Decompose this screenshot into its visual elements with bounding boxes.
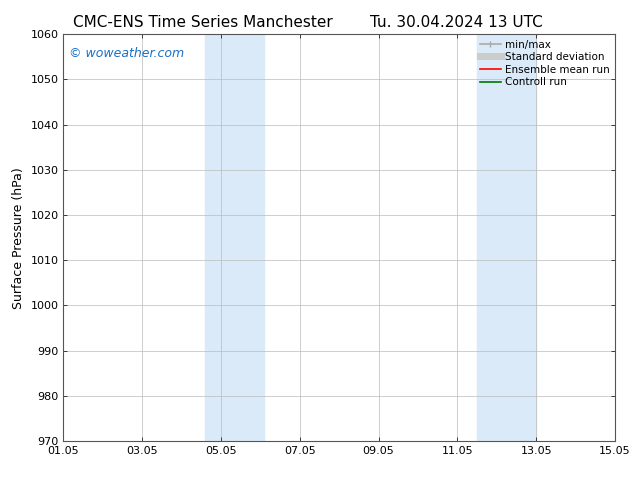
Text: © woweather.com: © woweather.com	[69, 47, 184, 59]
Bar	[477, 34, 536, 441]
Bar	[205, 34, 264, 441]
Y-axis label: Surface Pressure (hPa): Surface Pressure (hPa)	[12, 167, 25, 309]
Text: Tu. 30.04.2024 13 UTC: Tu. 30.04.2024 13 UTC	[370, 15, 543, 30]
Legend: min/max, Standard deviation, Ensemble mean run, Controll run: min/max, Standard deviation, Ensemble me…	[478, 37, 612, 89]
Text: CMC-ENS Time Series Manchester: CMC-ENS Time Series Manchester	[73, 15, 333, 30]
